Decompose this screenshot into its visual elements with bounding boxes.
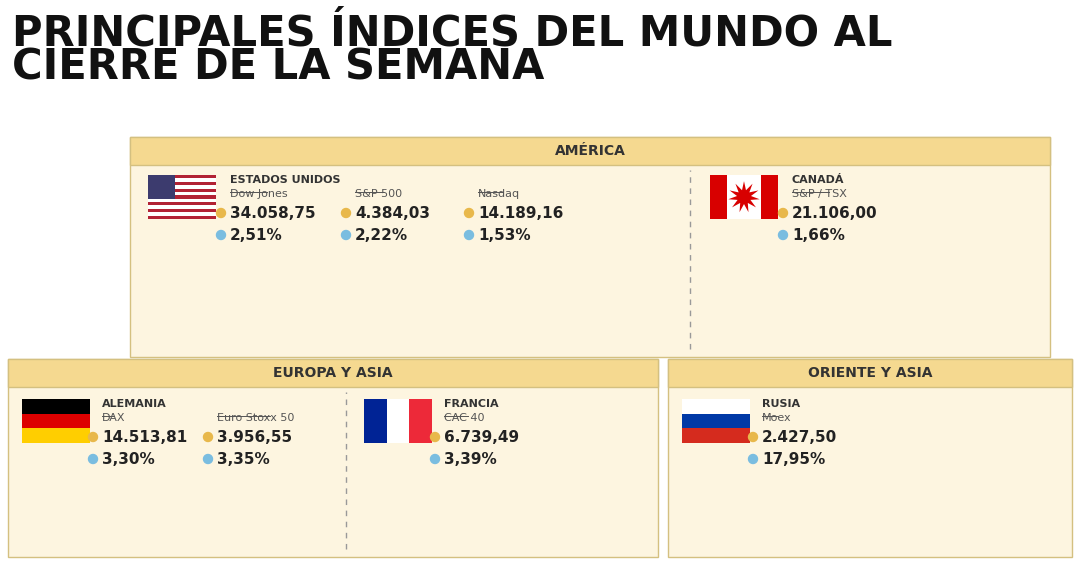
Circle shape bbox=[464, 231, 473, 239]
Circle shape bbox=[779, 209, 787, 218]
Text: CIERRE DE LA SEMANA: CIERRE DE LA SEMANA bbox=[12, 47, 544, 89]
Text: 2,51%: 2,51% bbox=[230, 227, 283, 243]
Text: 1,53%: 1,53% bbox=[478, 227, 530, 243]
Bar bbox=[148, 185, 216, 189]
Text: CAC 40: CAC 40 bbox=[444, 413, 485, 423]
Circle shape bbox=[203, 455, 213, 463]
Bar bbox=[22, 399, 90, 414]
Text: 2,22%: 2,22% bbox=[355, 227, 408, 243]
Bar bbox=[681, 414, 750, 428]
Text: S&P 500: S&P 500 bbox=[355, 189, 402, 199]
Bar bbox=[22, 428, 90, 443]
Bar bbox=[409, 399, 432, 443]
Text: CANADÁ: CANADÁ bbox=[792, 175, 845, 185]
Text: 34.058,75: 34.058,75 bbox=[230, 205, 315, 221]
Bar bbox=[710, 175, 727, 219]
Text: Nasdaq: Nasdaq bbox=[478, 189, 521, 199]
Circle shape bbox=[431, 433, 440, 442]
Bar bbox=[387, 399, 409, 443]
Circle shape bbox=[216, 209, 226, 218]
Text: FRANCIA: FRANCIA bbox=[444, 399, 499, 409]
Bar bbox=[148, 198, 216, 202]
Text: 3,39%: 3,39% bbox=[444, 451, 497, 467]
Bar bbox=[148, 175, 216, 179]
Bar bbox=[148, 209, 216, 212]
Bar bbox=[148, 195, 216, 198]
Bar bbox=[148, 202, 216, 205]
Circle shape bbox=[89, 433, 97, 442]
Text: 6.739,49: 6.739,49 bbox=[444, 429, 519, 445]
Text: 2.427,50: 2.427,50 bbox=[762, 429, 837, 445]
Bar bbox=[148, 215, 216, 219]
Text: S&P / TSX: S&P / TSX bbox=[792, 189, 847, 199]
Text: 3,30%: 3,30% bbox=[102, 451, 154, 467]
Text: 3,35%: 3,35% bbox=[217, 451, 270, 467]
Text: Dow Jones: Dow Jones bbox=[230, 189, 287, 199]
Bar bbox=[148, 205, 216, 209]
Text: EUROPA Y ASIA: EUROPA Y ASIA bbox=[273, 366, 393, 380]
Bar bbox=[669, 359, 1072, 387]
Text: 21.106,00: 21.106,00 bbox=[792, 205, 878, 221]
Text: 17,95%: 17,95% bbox=[762, 451, 825, 467]
Bar bbox=[364, 399, 387, 443]
Text: 14.189,16: 14.189,16 bbox=[478, 205, 564, 221]
Bar bbox=[8, 359, 658, 557]
Bar bbox=[8, 359, 658, 387]
Circle shape bbox=[89, 455, 97, 463]
Text: Moex: Moex bbox=[762, 413, 792, 423]
Text: 3.956,55: 3.956,55 bbox=[217, 429, 292, 445]
Bar bbox=[148, 179, 216, 182]
Bar bbox=[710, 175, 778, 219]
Text: 4.384,03: 4.384,03 bbox=[355, 205, 430, 221]
Text: RUSIA: RUSIA bbox=[762, 399, 800, 409]
Circle shape bbox=[464, 209, 473, 218]
Text: AMÉRICA: AMÉRICA bbox=[554, 144, 625, 158]
Text: ORIENTE Y ASIA: ORIENTE Y ASIA bbox=[808, 366, 932, 380]
Text: PRINCIPALES ÍNDICES DEL MUNDO AL: PRINCIPALES ÍNDICES DEL MUNDO AL bbox=[12, 12, 892, 54]
Circle shape bbox=[203, 433, 213, 442]
Bar bbox=[761, 175, 778, 219]
Circle shape bbox=[341, 209, 351, 218]
Text: ALEMANIA: ALEMANIA bbox=[102, 399, 166, 409]
Circle shape bbox=[779, 231, 787, 239]
Bar bbox=[681, 399, 750, 414]
Text: ESTADOS UNIDOS: ESTADOS UNIDOS bbox=[230, 175, 340, 185]
Text: DAX: DAX bbox=[102, 413, 125, 423]
Text: Euro Stoxx 50: Euro Stoxx 50 bbox=[217, 413, 295, 423]
Bar bbox=[148, 189, 216, 192]
Bar bbox=[148, 212, 216, 215]
Bar bbox=[148, 192, 216, 195]
Text: 14.513,81: 14.513,81 bbox=[102, 429, 187, 445]
Circle shape bbox=[431, 455, 440, 463]
Polygon shape bbox=[728, 181, 759, 212]
Bar bbox=[130, 137, 1050, 357]
Bar bbox=[148, 182, 216, 185]
Text: 1,66%: 1,66% bbox=[792, 227, 845, 243]
Circle shape bbox=[748, 455, 757, 463]
Bar bbox=[22, 414, 90, 428]
Bar bbox=[669, 359, 1072, 557]
Bar bbox=[681, 428, 750, 443]
Bar bbox=[130, 137, 1050, 165]
Bar bbox=[148, 175, 175, 198]
Circle shape bbox=[341, 231, 351, 239]
Circle shape bbox=[216, 231, 226, 239]
Circle shape bbox=[748, 433, 757, 442]
